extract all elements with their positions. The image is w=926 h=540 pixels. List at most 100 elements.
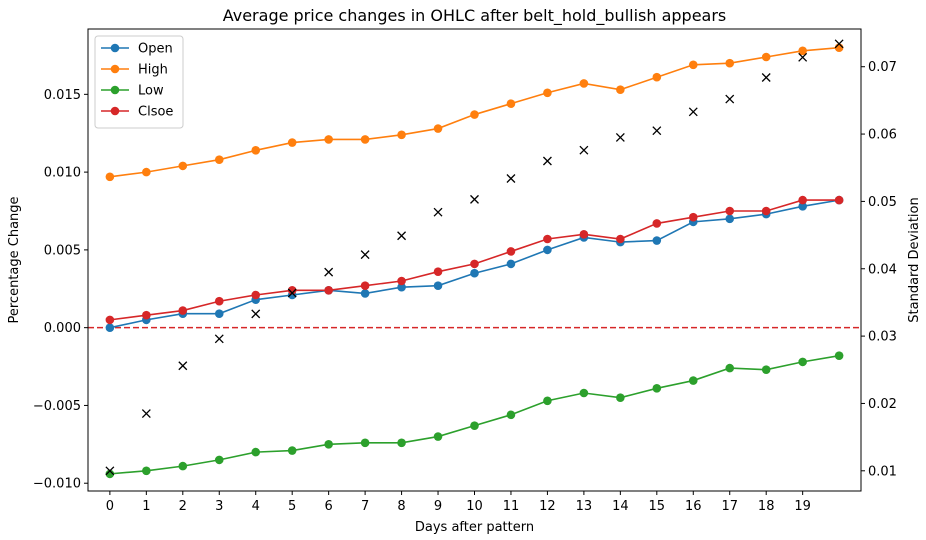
data-point-high — [360, 135, 370, 144]
data-point-low — [142, 466, 151, 476]
y2-tick-label: 0.06 — [868, 128, 897, 143]
std-dev-marker — [834, 39, 844, 49]
data-point-low — [360, 438, 370, 448]
data-point-high — [214, 155, 224, 164]
x-tick-label: 5 — [288, 499, 296, 514]
data-point-high — [397, 130, 406, 140]
data-point-low — [688, 376, 698, 385]
data-point-high — [433, 124, 443, 133]
data-point-low — [543, 396, 552, 406]
x-tick-label: 9 — [434, 499, 442, 514]
data-point-open — [397, 282, 406, 292]
std-dev-marker — [615, 132, 625, 142]
x-tick-label: 11 — [503, 499, 520, 514]
data-point-clsoe — [251, 290, 261, 300]
std-dev-marker — [214, 334, 224, 344]
legend-label-open: Open — [138, 42, 173, 57]
data-point-clsoe — [688, 212, 698, 222]
plot-area: 0 1 2 3 4 5 6 7 8 9 10 11 12 13 14 15 16 17 18 19−0.010−0.0… — [33, 28, 897, 514]
data-point-clsoe — [324, 286, 333, 295]
data-point-open — [214, 309, 224, 318]
data-point-clsoe — [178, 306, 188, 315]
y-tick-label: 0.010 — [44, 166, 81, 181]
legend-swatch-marker-high — [110, 64, 120, 74]
data-point-open — [360, 289, 370, 298]
data-point-clsoe — [142, 310, 151, 320]
x-tick-label: 7 — [361, 499, 369, 514]
x-tick-label: 1 — [142, 499, 150, 514]
y2-axis-label: Standard Deviation — [907, 197, 922, 322]
data-point-clsoe — [725, 206, 735, 216]
y2-tick-label: 0.03 — [868, 330, 897, 345]
data-point-high — [142, 167, 151, 177]
legend: Open High Low Clsoe — [94, 35, 184, 129]
x-tick-label: 15 — [649, 499, 666, 514]
std-dev-marker — [652, 126, 662, 136]
data-point-open — [506, 259, 516, 269]
data-point-high — [652, 72, 662, 82]
std-dev-marker — [579, 145, 589, 155]
std-dev-marker — [141, 409, 151, 419]
data-point-low — [324, 440, 333, 449]
data-point-low — [214, 455, 224, 465]
y2-tick-label: 0.04 — [868, 262, 897, 277]
legend-swatch-marker-clsoe — [110, 106, 120, 116]
chart-title: Average price changes in OHLC after belt… — [223, 6, 727, 26]
data-point-clsoe — [506, 247, 516, 256]
data-point-clsoe — [579, 230, 589, 239]
data-point-low — [761, 365, 771, 374]
std-dev-marker — [688, 107, 698, 117]
x-tick-label: 0 — [106, 499, 114, 514]
data-point-high — [725, 58, 735, 68]
data-point-high — [761, 52, 771, 62]
data-point-low — [178, 461, 188, 471]
data-point-low — [251, 447, 261, 457]
data-point-low — [652, 384, 662, 393]
data-point-open — [433, 281, 443, 290]
data-point-clsoe — [397, 276, 406, 286]
x-tick-label: 16 — [685, 499, 702, 514]
y-tick-label: 0.005 — [44, 243, 81, 258]
data-point-clsoe — [543, 234, 552, 244]
std-dev-marker — [360, 250, 370, 260]
data-point-high — [287, 138, 297, 147]
y2-tick-label: 0.07 — [868, 60, 897, 75]
x-tick-label: 10 — [466, 499, 483, 514]
std-dev-marker — [433, 207, 443, 217]
legend-swatch-marker-open — [110, 43, 120, 53]
std-dev-marker — [178, 361, 188, 371]
y-tick-label: −0.010 — [33, 477, 81, 492]
data-point-clsoe — [287, 286, 297, 295]
std-dev-marker — [506, 174, 516, 183]
data-point-high — [324, 135, 333, 144]
data-point-high — [579, 79, 589, 88]
y-axis-label: Percentage Change — [7, 196, 22, 323]
std-dev-marker — [324, 267, 334, 277]
legend-box — [94, 35, 184, 129]
data-point-open — [543, 245, 552, 255]
data-point-clsoe — [105, 315, 115, 325]
std-dev-marker — [542, 156, 552, 166]
std-dev-marker — [761, 73, 771, 82]
y2-tick-label: 0.05 — [868, 195, 897, 210]
data-point-clsoe — [798, 195, 807, 205]
data-point-low — [470, 421, 479, 430]
data-point-high — [798, 46, 807, 56]
y-tick-label: 0.015 — [44, 88, 81, 103]
x-axis-label: Days after pattern — [415, 520, 534, 535]
x-tick-label: 18 — [758, 499, 775, 514]
data-point-open — [652, 236, 662, 245]
data-point-high — [688, 60, 698, 70]
data-point-low — [105, 469, 115, 479]
data-point-high — [506, 99, 516, 108]
x-tick-label: 2 — [179, 499, 187, 514]
data-point-low — [433, 432, 443, 441]
data-point-high — [543, 88, 552, 98]
data-point-clsoe — [433, 267, 443, 276]
std-dev-marker — [470, 194, 479, 204]
std-dev-marker — [287, 288, 297, 298]
x-tick-label: 4 — [252, 499, 260, 514]
std-dev-marker — [725, 94, 735, 104]
std-dev-marker — [397, 231, 407, 241]
